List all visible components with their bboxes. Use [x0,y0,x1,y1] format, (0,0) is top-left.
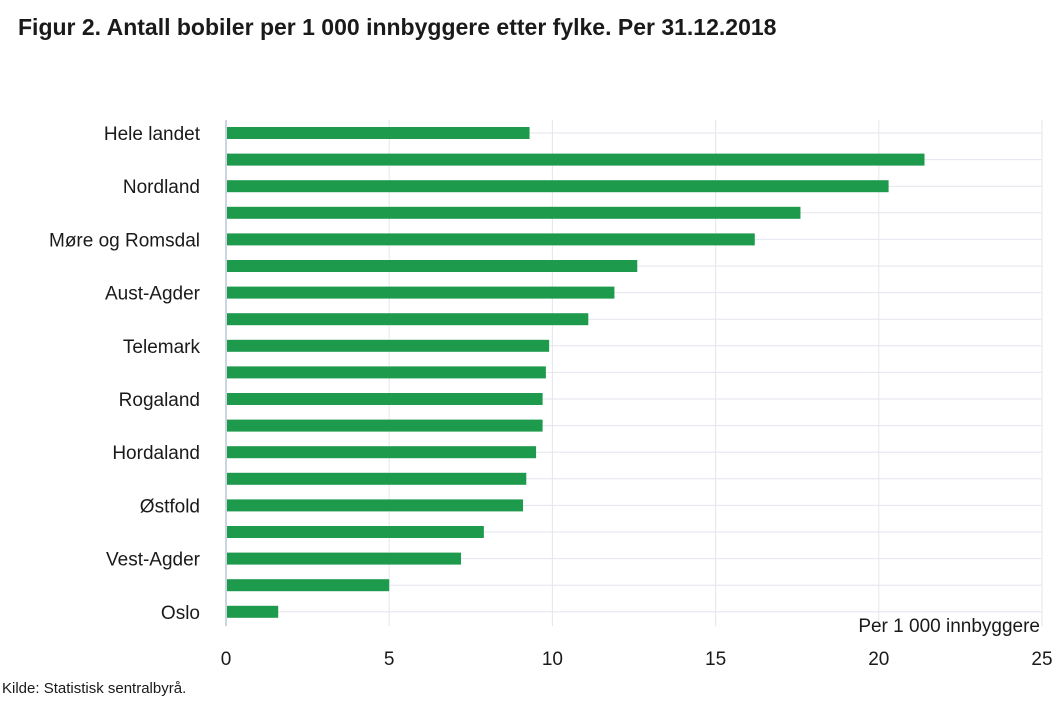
bar [227,206,801,219]
y-tick-label: Aust-Agder [105,284,201,305]
y-tick-label: Nordland [123,177,200,198]
chart-title: Figur 2. Antall bobiler per 1 000 innbyg… [18,14,777,40]
bar [227,605,279,618]
bar [227,233,755,246]
bar [227,180,889,193]
x-axis-labels: 0 5 10 15 20 25 [221,649,1053,670]
x-tick-label: 20 [868,649,889,670]
bar [227,526,484,538]
y-tick-label: Oslo [161,603,200,624]
x-tick-label: 25 [1031,649,1052,670]
y-tick-label: Rogaland [119,390,200,411]
bar [227,313,589,326]
bar [227,472,527,485]
bar [227,552,462,565]
bar [227,419,543,432]
x-tick-label: 5 [384,649,395,670]
y-tick-label: Østfold [140,496,200,517]
bar-series [227,127,925,618]
bar [227,286,615,299]
x-tick-label: 0 [221,649,232,670]
x-tick-label: 15 [705,649,726,670]
y-tick-label: Møre og Romsdal [49,230,200,251]
bar [227,579,390,592]
y-axis-labels: Hele landet Nordland Møre og Romsdal Aust-A… [49,124,201,624]
bar [227,446,537,459]
bar [227,366,546,379]
source-note: Kilde: Statistisk sentralbyrå. [2,680,187,697]
bar [227,393,543,405]
y-tick-label: Hele landet [104,124,201,145]
x-tick-label: 10 [542,649,563,670]
bar [227,499,524,512]
x-axis-title: Per 1 000 innbyggere [858,616,1040,637]
bar [227,260,638,272]
bar [227,339,550,352]
bar [227,153,925,166]
y-tick-label: Vest-Agder [106,550,201,571]
y-tick-label: Hordaland [112,443,200,464]
bar [227,127,530,139]
y-tick-label: Telemark [123,337,201,358]
